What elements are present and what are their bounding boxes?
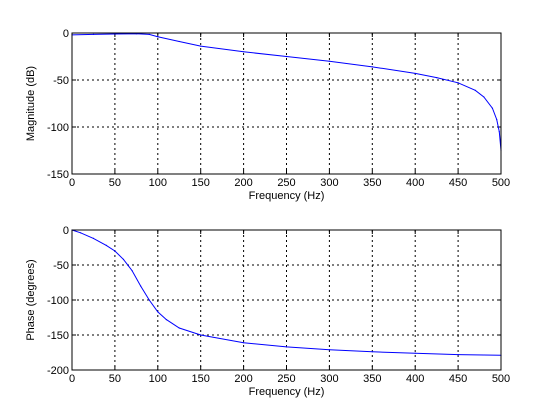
magnitude-ytick-label: 0 bbox=[63, 28, 69, 40]
phase-ytick-label: 0 bbox=[63, 225, 69, 237]
phase-xtick-label: 400 bbox=[406, 373, 424, 385]
phase-x-axis-label: Frequency (Hz) bbox=[249, 386, 325, 398]
magnitude-data-point bbox=[92, 33, 95, 36]
phase-data-point bbox=[148, 299, 150, 301]
phase-data-point bbox=[414, 352, 416, 354]
magnitude-data-point bbox=[200, 45, 202, 47]
magnitude-data-point bbox=[414, 72, 416, 75]
magnitude-data-point bbox=[328, 60, 330, 62]
magnitude-data-point bbox=[498, 131, 500, 133]
phase-xtick-label: 0 bbox=[69, 373, 75, 385]
magnitude-plot: 0 50 100 150 200 250 300 350 400 450 500 0 -50 -100 -1… bbox=[25, 28, 510, 202]
phase-data-point bbox=[200, 334, 202, 336]
magnitude-xtick-label: 450 bbox=[449, 177, 467, 189]
phase-data-point bbox=[140, 285, 142, 287]
phase-ytick-label: -200 bbox=[47, 365, 69, 377]
magnitude-x-axis-label: Frequency (Hz) bbox=[249, 190, 325, 202]
phase-data-point bbox=[122, 258, 125, 260]
phase-xtick-label: 200 bbox=[234, 373, 252, 385]
magnitude-ytick-label: -100 bbox=[47, 122, 69, 134]
magnitude-data-point bbox=[178, 40, 180, 43]
phase-xtick-label: 150 bbox=[192, 373, 210, 385]
phase-xtick-label: 500 bbox=[492, 373, 510, 385]
magnitude-data-point bbox=[457, 82, 459, 84]
magnitude-xtick-label: 400 bbox=[406, 177, 424, 189]
phase-plot: 0 50 100 150 200 250 300 350 400 450 500 0 -50 -100 -1… bbox=[25, 225, 510, 398]
magnitude-xtick-label: 350 bbox=[363, 177, 381, 189]
magnitude-data-point bbox=[474, 89, 476, 91]
magnitude-xtick-label: 200 bbox=[234, 177, 252, 189]
magnitude-xtick-label: 50 bbox=[109, 177, 121, 189]
phase-data-point bbox=[178, 327, 180, 329]
phase-xtick-label: 350 bbox=[363, 373, 381, 385]
phase-data-point bbox=[165, 319, 167, 321]
magnitude-xtick-label: 300 bbox=[320, 177, 338, 189]
phase-ytick-label: -100 bbox=[47, 295, 69, 307]
phase-data-point bbox=[328, 349, 330, 351]
magnitude-axes-frame bbox=[71, 32, 502, 175]
magnitude-data-point bbox=[148, 33, 150, 36]
phase-data-point bbox=[92, 237, 95, 239]
phase-xtick-label: 50 bbox=[109, 373, 121, 385]
magnitude-xtick-label: 250 bbox=[277, 177, 295, 189]
phase-xtick-label: 450 bbox=[449, 373, 467, 385]
phase-ytick-label: -150 bbox=[47, 330, 69, 342]
magnitude-data-point bbox=[114, 33, 116, 35]
magnitude-data-point bbox=[496, 118, 498, 121]
magnitude-data-point bbox=[436, 77, 438, 79]
magnitude-ytick-label: -50 bbox=[53, 75, 69, 87]
phase-data-point bbox=[114, 250, 116, 252]
magnitude-xtick-label: 100 bbox=[149, 177, 167, 189]
phase-xtick-label: 100 bbox=[149, 373, 167, 385]
phase-data-point bbox=[285, 346, 288, 348]
magnitude-data-point bbox=[491, 107, 494, 109]
phase-data-point bbox=[157, 311, 159, 313]
phase-data-point bbox=[131, 270, 133, 272]
phase-y-axis-label: Phase (degrees) bbox=[25, 259, 37, 340]
magnitude-xtick-label: 150 bbox=[192, 177, 210, 189]
magnitude-data-point bbox=[483, 96, 485, 98]
magnitude-data-point bbox=[243, 51, 245, 53]
phase-data-point bbox=[371, 351, 373, 353]
phase-data-point bbox=[105, 244, 107, 246]
phase-series-line bbox=[71, 229, 502, 356]
phase-axes-frame bbox=[71, 229, 502, 371]
magnitude-xtick-label: 500 bbox=[492, 177, 510, 189]
phase-data-point bbox=[457, 354, 459, 356]
magnitude-data-point bbox=[285, 55, 288, 58]
phase-xtick-label: 250 bbox=[277, 373, 295, 385]
phase-xtick-label: 300 bbox=[320, 373, 338, 385]
magnitude-data-point bbox=[371, 66, 373, 68]
magnitude-y-axis-label: Magnitude (dB) bbox=[25, 66, 37, 141]
magnitude-ytick-label: -150 bbox=[47, 169, 69, 181]
magnitude-data-point bbox=[157, 36, 159, 38]
phase-ytick-label: -50 bbox=[53, 260, 69, 272]
magnitude-xtick-label: 0 bbox=[69, 177, 75, 189]
phase-data-point bbox=[79, 232, 82, 234]
phase-data-point bbox=[243, 342, 245, 344]
